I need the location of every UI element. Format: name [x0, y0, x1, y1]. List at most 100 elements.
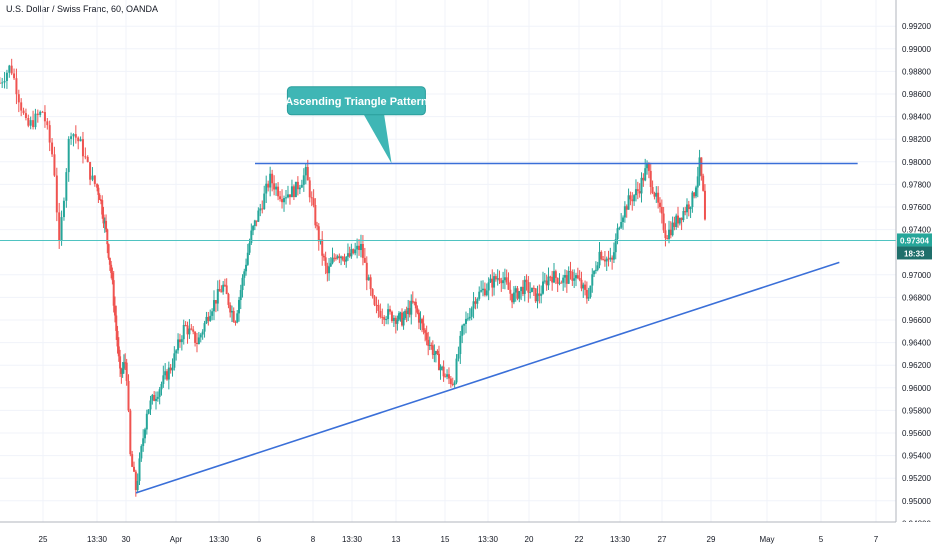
candle-body	[507, 282, 510, 290]
candle-body	[230, 310, 233, 313]
candle-body	[493, 276, 496, 288]
candle-body	[271, 173, 274, 184]
time-tick-label: 13	[392, 535, 401, 544]
candle-body	[111, 272, 114, 281]
candle-body	[691, 192, 694, 208]
candle-body	[587, 296, 590, 299]
candle-body	[609, 257, 612, 260]
candle-body	[182, 324, 185, 340]
candle-body	[341, 256, 344, 260]
candle-body	[29, 120, 32, 126]
candle-body	[538, 293, 541, 296]
candle-body	[399, 312, 402, 314]
candle-body	[622, 217, 625, 223]
candle-body	[631, 199, 634, 202]
candle-body	[407, 308, 410, 314]
candle-body	[682, 211, 685, 221]
time-tick-label: 8	[311, 535, 316, 544]
price-axis[interactable]: 0.99200 0.99000 0.98800 0.98600 0.98400 0.982…	[895, 0, 932, 528]
candle-body	[194, 331, 197, 343]
candle-body	[410, 300, 413, 315]
candle-body	[411, 300, 414, 302]
drawings[interactable]: Ascending Triangle Pattern	[0, 86, 896, 494]
support-trendline[interactable]	[135, 261, 840, 494]
candle-body	[164, 371, 167, 376]
candle-body	[41, 111, 44, 113]
candle-body	[383, 317, 386, 320]
candle-body	[441, 366, 444, 368]
price-tick-label: 0.98600	[902, 90, 931, 99]
symbol-title: U.S. Dollar / Swiss Franc, 60, OANDA	[6, 4, 159, 14]
current-price-label-bg	[897, 233, 932, 247]
candle-body	[283, 198, 286, 203]
candle-body	[96, 183, 99, 188]
time-axis-bg	[0, 522, 932, 550]
time-tick-label: 20	[525, 535, 534, 544]
candle-body	[430, 344, 433, 346]
candle-body	[480, 290, 483, 292]
candle-body	[636, 189, 639, 192]
countdown-label-bg	[897, 246, 932, 260]
candle-body	[255, 220, 258, 222]
candle-body	[564, 275, 566, 278]
candle-body	[10, 65, 13, 74]
callout[interactable]: Ascending Triangle Pattern	[285, 86, 428, 164]
candle-body	[74, 134, 77, 138]
candle-body	[405, 310, 408, 314]
candle-body	[273, 183, 276, 190]
candle-body	[15, 78, 18, 95]
candle-body	[436, 351, 439, 354]
candle-body	[582, 284, 585, 289]
candle-body	[498, 278, 501, 281]
candle-body	[578, 278, 581, 280]
candle-body	[451, 383, 454, 385]
candle-body	[43, 112, 46, 122]
candle-body	[285, 197, 287, 199]
time-tick-label: 13:30	[209, 535, 230, 544]
candle-body	[687, 204, 690, 210]
time-tick-label: 13:30	[610, 535, 631, 544]
candle-body	[279, 196, 282, 200]
candle-body	[598, 251, 601, 266]
time-axis[interactable]: 25 13:30 30 Apr 13:30 6 8 13:30 13 15 13:30 20 22 13:…	[0, 521, 932, 550]
candle-body	[655, 192, 658, 197]
candle-body	[428, 344, 431, 346]
candle-body	[160, 383, 163, 390]
candle-body	[397, 313, 400, 320]
candle-body	[91, 175, 94, 180]
candle-body	[640, 177, 643, 194]
candle-body	[560, 282, 563, 284]
candle-body	[310, 197, 313, 199]
time-tick-label: 22	[575, 535, 584, 544]
candle-body	[20, 102, 23, 111]
candle-body	[565, 275, 568, 284]
candle-body	[98, 194, 101, 200]
time-tick-label: 25	[39, 535, 48, 544]
candle-body	[338, 256, 341, 259]
candle-body	[518, 291, 521, 299]
price-tick-label: 0.99200	[902, 22, 931, 31]
candle-body	[385, 319, 388, 321]
candle-body	[140, 446, 143, 459]
candle-body	[417, 312, 420, 323]
candle-body	[596, 265, 599, 270]
candle-body	[660, 206, 663, 214]
candle-body	[589, 285, 592, 297]
candle-body	[162, 375, 165, 384]
candle-body	[540, 293, 543, 296]
candle-body	[464, 318, 467, 324]
candle-body	[511, 293, 514, 303]
candle-body	[549, 276, 552, 278]
candle-body	[142, 438, 145, 447]
candle-body	[127, 380, 130, 411]
callout-box[interactable]	[286, 86, 426, 116]
candle-body	[89, 162, 92, 180]
candle-body	[693, 192, 696, 197]
candle-body	[523, 279, 526, 295]
candle-body	[422, 323, 425, 331]
candle-body	[36, 113, 39, 115]
candle-body	[668, 229, 671, 239]
candle-body	[151, 395, 154, 401]
candle-body	[216, 289, 219, 304]
